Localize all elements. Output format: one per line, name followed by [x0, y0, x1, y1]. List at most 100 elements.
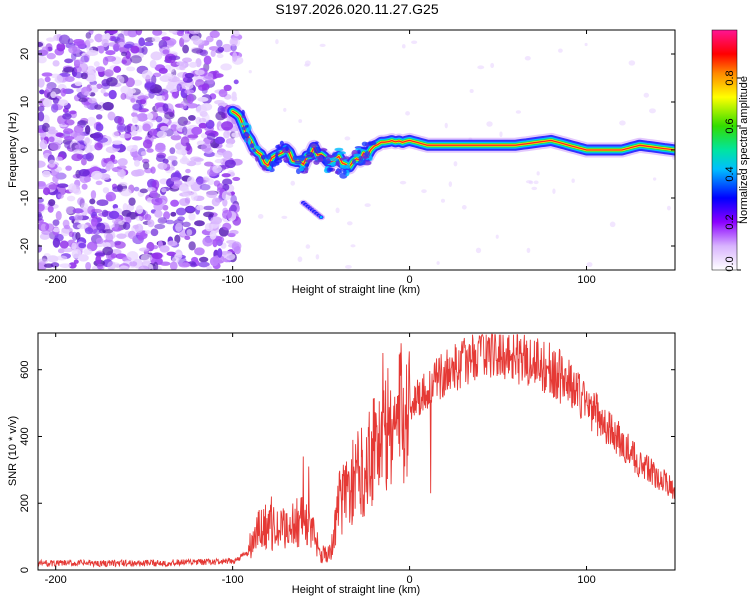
ridge-blob [255, 155, 259, 162]
colorbar-tick-label: 0.2 [724, 214, 736, 229]
noise-cell [207, 178, 215, 186]
noise-cell [177, 116, 188, 127]
noise-cell [143, 41, 154, 47]
noise-cell [104, 69, 114, 77]
noise-cell [154, 223, 166, 230]
noise-cell [229, 229, 239, 235]
noise-cell [47, 255, 59, 263]
ridge-blob [334, 170, 339, 174]
noise-cell [43, 263, 54, 268]
noise-cell [448, 181, 453, 188]
noise-cell [421, 189, 427, 194]
colorbar-tick-label: 0.6 [724, 118, 736, 133]
noise-cell [190, 191, 198, 201]
noise-cell [170, 124, 178, 132]
ridge-blob [241, 109, 245, 116]
noise-cell [47, 129, 58, 135]
noise-cell [628, 60, 636, 66]
ridge-blob [368, 141, 377, 146]
noise-cell [197, 97, 209, 102]
noise-cell [298, 119, 303, 123]
noise-cell [159, 178, 169, 185]
noise-cell [123, 30, 130, 36]
noise-cell [105, 50, 116, 56]
noise-cell [297, 256, 303, 263]
noise-cell [198, 256, 209, 263]
noise-cell [176, 61, 185, 66]
noise-cell [86, 49, 99, 57]
noise-cell [39, 139, 48, 150]
noise-cell [64, 76, 75, 82]
noise-cell [55, 132, 64, 138]
noise-cell [290, 180, 296, 186]
noise-cell [75, 232, 81, 241]
noise-cell [130, 97, 136, 103]
noise-cell [162, 49, 170, 55]
noise-cell [137, 95, 149, 100]
noise-cell [74, 125, 83, 136]
noise-cell [225, 253, 236, 261]
noise-cell [158, 67, 168, 74]
noise-cell [83, 91, 92, 96]
ridge-blob [300, 155, 310, 159]
ridge-blob [337, 151, 346, 155]
noise-cell [86, 38, 94, 44]
noise-cell [73, 259, 79, 264]
noise-cell [499, 131, 503, 138]
noise-cell [444, 122, 448, 129]
noise-cell [40, 223, 47, 232]
noise-cell [45, 85, 52, 93]
noise-cell [186, 94, 195, 104]
ridge-blob [248, 137, 252, 144]
noise-cell [122, 203, 128, 212]
noise-cell [203, 205, 215, 211]
noise-cell [198, 117, 207, 124]
noise-cell [515, 110, 522, 114]
ridge-blob [360, 146, 369, 150]
noise-cell [112, 186, 121, 192]
noise-cell [79, 173, 91, 184]
noise-cell [147, 112, 154, 120]
noise-cell [78, 242, 87, 249]
noise-cell [436, 261, 440, 265]
noise-cell [233, 30, 240, 37]
ridge-blob [364, 151, 371, 158]
noise-cell [107, 261, 116, 270]
noise-cell [110, 36, 121, 42]
noise-cell [175, 149, 188, 155]
noise-cell [76, 223, 89, 229]
noise-cell [182, 44, 189, 54]
noise-cell [231, 132, 241, 138]
noise-cell [275, 39, 279, 45]
noise-cell [182, 189, 192, 198]
ridge-blob [327, 155, 335, 158]
noise-cell [41, 72, 53, 77]
noise-cell [225, 143, 234, 148]
noise-cell [207, 78, 215, 85]
ridge-blob [306, 148, 311, 153]
ridge-blob [261, 164, 267, 171]
noise-cell [38, 203, 45, 212]
noise-cell [90, 84, 98, 90]
noise-cell [114, 241, 126, 249]
noise-cell [233, 79, 239, 85]
noise-cell [206, 265, 213, 270]
noise-cell [188, 241, 196, 251]
noise-cell [69, 110, 77, 115]
noise-cell [144, 230, 151, 235]
noise-cell [170, 199, 180, 207]
noise-cell [223, 130, 231, 139]
noise-cell [138, 37, 146, 47]
noise-cell [63, 136, 75, 141]
y-tick-label: 0 [19, 147, 31, 153]
noise-cell [78, 97, 88, 103]
noise-cell [38, 197, 44, 203]
noise-cell [123, 43, 134, 49]
noise-cell [52, 237, 61, 248]
noise-cell [168, 85, 179, 93]
noise-cell [179, 64, 186, 71]
noise-cell [100, 88, 106, 94]
noise-cell [113, 220, 119, 230]
noise-cell [140, 253, 153, 262]
noise-cell [186, 229, 193, 236]
